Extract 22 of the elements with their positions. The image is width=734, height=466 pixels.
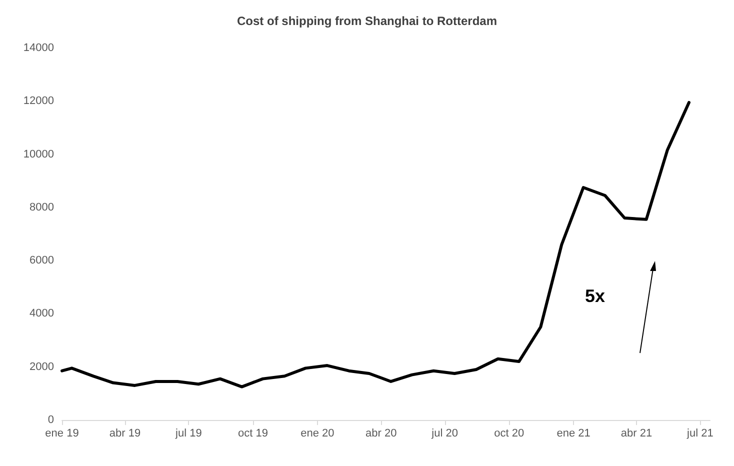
line-series [60,100,691,388]
x-tick-label: abr 19 [109,428,141,440]
y-tick-label: 4000 [30,308,54,320]
y-tick-label: 14000 [23,42,54,54]
x-tick-label: jul 20 [430,428,458,440]
annotation: 5x [585,286,606,306]
x-tick-label: ene 21 [556,428,590,440]
y-tick-label: 2000 [30,360,54,373]
x-tick-label: jul 21 [686,428,714,440]
x-tick-label: oct 19 [238,428,268,440]
y-tick-label: 0 [48,414,54,426]
x-tick-label: ene 20 [300,428,334,440]
y-tick-label: 10000 [23,148,54,160]
x-tick-label: jul 19 [174,428,202,440]
x-tick-label: oct 20 [494,428,524,440]
chart-title: Cost of shipping from Shanghai to Rotterdam [237,14,497,28]
y-tick-label: 12000 [23,95,54,108]
x-tick-label: ene 19 [45,428,79,440]
y-tick-label: 6000 [30,254,54,267]
y-tick-label: 8000 [30,201,54,214]
x-tick-label: abr 21 [620,428,652,440]
x-tick-label: abr 20 [366,428,397,440]
